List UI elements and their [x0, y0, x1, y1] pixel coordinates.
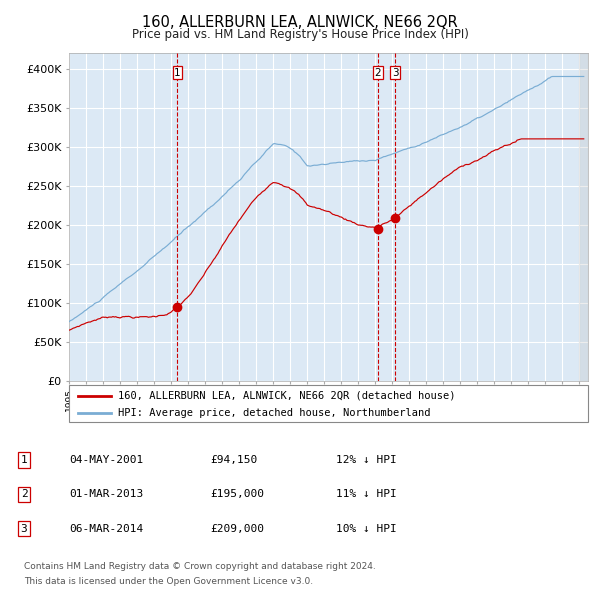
Text: 01-MAR-2013: 01-MAR-2013 [69, 490, 143, 499]
Text: 3: 3 [20, 524, 28, 533]
Text: 10% ↓ HPI: 10% ↓ HPI [336, 524, 397, 533]
Text: 11% ↓ HPI: 11% ↓ HPI [336, 490, 397, 499]
Text: 3: 3 [392, 68, 398, 78]
Text: £94,150: £94,150 [210, 455, 257, 465]
Text: £209,000: £209,000 [210, 524, 264, 533]
Text: £195,000: £195,000 [210, 490, 264, 499]
Text: 2: 2 [375, 68, 382, 78]
Text: 12% ↓ HPI: 12% ↓ HPI [336, 455, 397, 465]
Text: This data is licensed under the Open Government Licence v3.0.: This data is licensed under the Open Gov… [24, 577, 313, 586]
Text: 06-MAR-2014: 06-MAR-2014 [69, 524, 143, 533]
Text: 2: 2 [20, 490, 28, 499]
Text: HPI: Average price, detached house, Northumberland: HPI: Average price, detached house, Nort… [118, 408, 431, 418]
Text: 04-MAY-2001: 04-MAY-2001 [69, 455, 143, 465]
Bar [580, 53, 588, 381]
Text: Price paid vs. HM Land Registry's House Price Index (HPI): Price paid vs. HM Land Registry's House … [131, 28, 469, 41]
Text: 1: 1 [20, 455, 28, 465]
Text: 160, ALLERBURN LEA, ALNWICK, NE66 2QR: 160, ALLERBURN LEA, ALNWICK, NE66 2QR [142, 15, 458, 30]
Text: Contains HM Land Registry data © Crown copyright and database right 2024.: Contains HM Land Registry data © Crown c… [24, 562, 376, 571]
Text: 160, ALLERBURN LEA, ALNWICK, NE66 2QR (detached house): 160, ALLERBURN LEA, ALNWICK, NE66 2QR (d… [118, 391, 456, 401]
Text: 1: 1 [174, 68, 181, 78]
